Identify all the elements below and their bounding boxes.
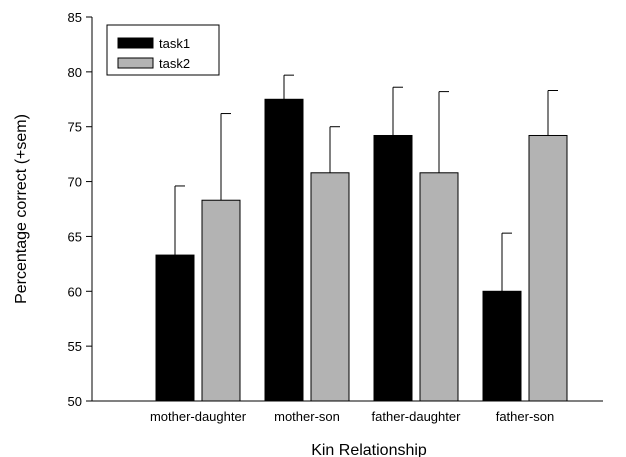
bar-task2-father-son (528, 134, 568, 402)
y-tick-label: 65 (68, 229, 82, 244)
x-category-label: mother-son (274, 409, 340, 424)
legend-label-task2: task2 (159, 56, 190, 71)
bar-task1-mother-son (264, 98, 304, 402)
y-axis-title: Percentage correct (+sem) (13, 114, 30, 304)
legend-swatch-task2 (117, 57, 154, 69)
bar-task2-mother-son (310, 172, 350, 402)
y-tick-label: 50 (68, 394, 82, 409)
y-tick-label: 60 (68, 284, 82, 299)
bar-task1-father-son (482, 290, 522, 402)
legend-label-task1: task1 (159, 36, 190, 51)
error-bars (174, 74, 558, 292)
y-tick-label: 75 (68, 120, 82, 135)
y-tick-label: 80 (68, 65, 82, 80)
bars (155, 98, 568, 402)
y-ticks: 50 55 60 65 70 75 80 85 (68, 10, 92, 409)
axes (91, 17, 603, 402)
bar-task2-father-daughter (419, 172, 459, 402)
y-tick-label: 70 (68, 175, 82, 190)
bar-task1-father-daughter (373, 134, 413, 402)
x-axis-title: Kin Relationship (311, 442, 427, 457)
y-tick-label: 55 (68, 339, 82, 354)
legend-swatch-task1 (117, 37, 154, 49)
x-category-labels: mother-daughter mother-son father-daughter… (150, 409, 554, 424)
x-category-label: father-son (496, 409, 555, 424)
legend: task1 task2 (106, 24, 220, 76)
x-category-label: mother-daughter (150, 409, 247, 424)
bar-task1-mother-daughter (155, 254, 195, 402)
y-tick-label: 85 (68, 10, 82, 25)
bar-task2-mother-daughter (201, 199, 241, 402)
x-category-label: father-daughter (372, 409, 462, 424)
